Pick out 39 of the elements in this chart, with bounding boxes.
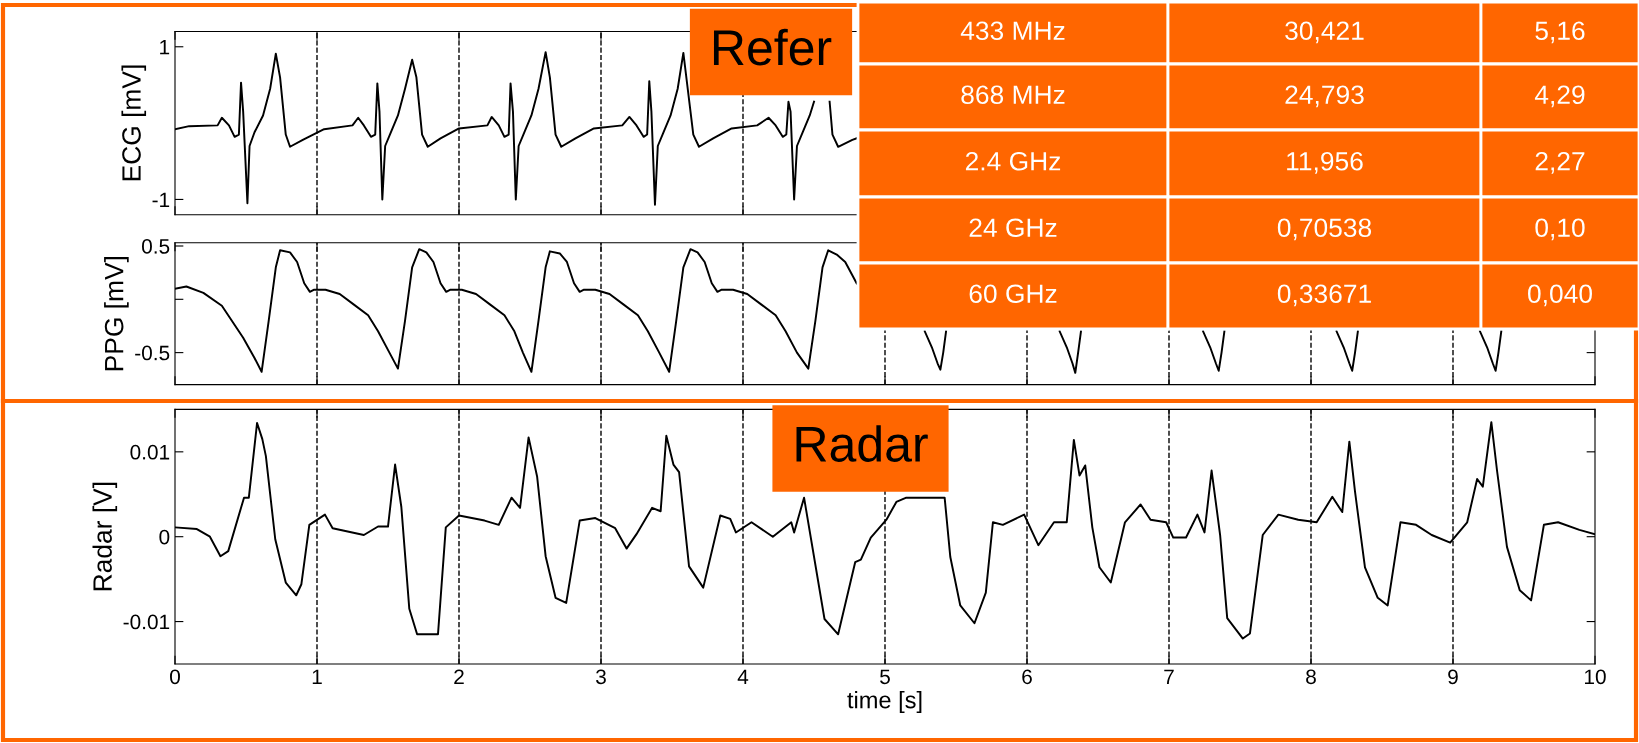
y-tick-label: 0.01 [130,444,170,460]
annotation: Refer [713,28,832,66]
annotation: 0,040 [1528,284,1592,307]
annotation: 0,33671 [1277,284,1371,307]
x-tick-label: 6 [1022,669,1032,685]
y-tick-label: -0.01 [123,614,170,630]
x-tick-label: 2 [454,669,464,684]
text: 0,70538 [1277,218,1372,241]
y-tick-label: 0.5 [141,239,170,254]
text: 24 GHz [969,218,1057,238]
x-tick-label: 0 [170,669,180,685]
y-axis-title: ECG [mV] [121,65,147,181]
x-tick-label: 5 [880,669,890,685]
y-tick-label: -0.5 [135,345,170,361]
y-tick-label: -1 [152,192,170,207]
annotation: 433 MHz [960,21,1065,41]
annotation: 868 MHz [961,85,1065,105]
x-tick-label: 1 [312,669,322,684]
x-tick-label: 4 [737,669,749,684]
y-tick-label: 1 [160,39,170,55]
annotation: Radar [796,425,928,462]
annotation: 24,793 [1285,85,1364,108]
text: 0,10 [1535,218,1585,241]
y-axis-title: PPG [mV] [104,256,129,371]
annotation: 4,29 [1534,85,1585,108]
y-axis-title: Radar [V] [92,482,118,591]
x-tick-label: 7 [1164,669,1174,684]
y-tick-label: 0 [159,529,170,545]
x-tick-label: 9 [1448,669,1458,685]
annotation: 2.4 GHz [965,151,1061,171]
annotation: 11,956 [1287,151,1363,174]
annotation: 30,421 [1285,21,1364,44]
annotation: 5,16 [1535,21,1585,44]
x-tick-label: 3 [596,669,606,685]
annotation: 2,27 [1535,151,1585,174]
x-axis-title: time [s] [847,691,922,714]
x-tick-label: 8 [1306,669,1316,685]
annotation: 60 GHz [969,284,1057,304]
x-tick-label: 10 [1585,669,1606,685]
